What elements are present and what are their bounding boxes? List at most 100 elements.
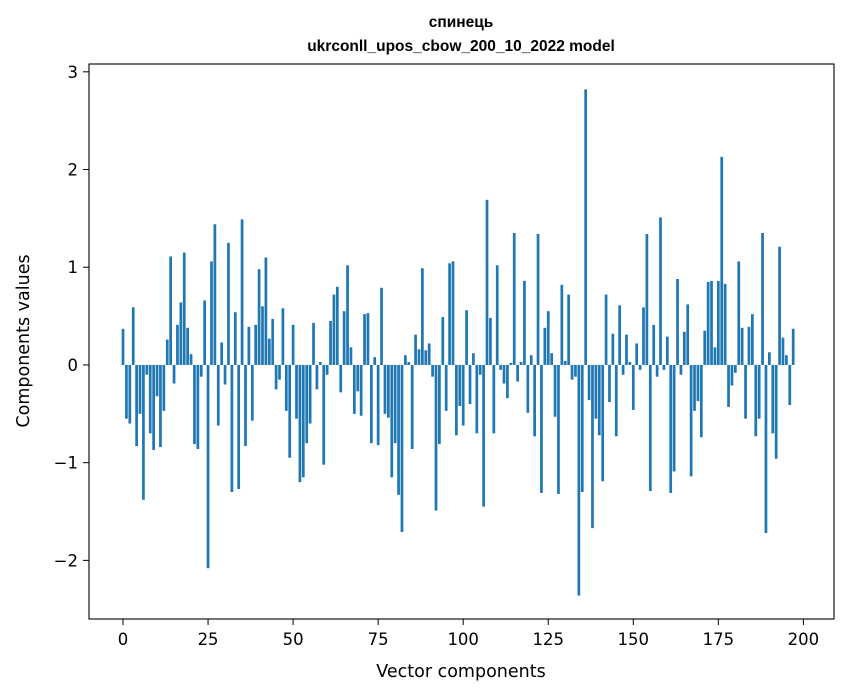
bar-63	[335, 286, 339, 365]
bar-33	[233, 312, 237, 365]
bar-103	[472, 353, 475, 365]
bar-9	[152, 364, 155, 450]
bar-5	[138, 364, 142, 414]
bar-3	[131, 307, 135, 365]
bar-18	[182, 252, 186, 365]
bar-51	[295, 364, 298, 419]
x-axis-ticks: 0 25 50 75 100 125 150 175 200	[118, 619, 819, 649]
bar-22	[196, 364, 200, 449]
bar-125	[546, 311, 550, 365]
bar-1	[125, 364, 128, 419]
bar-186	[754, 364, 758, 437]
bar-6	[142, 364, 145, 500]
y-tick-label: 2	[68, 161, 79, 180]
bar-24	[203, 300, 207, 365]
bar-55	[308, 364, 312, 424]
bar-53	[301, 364, 305, 478]
bar-145	[614, 364, 618, 437]
bar-98	[455, 364, 458, 436]
bar-34	[237, 364, 241, 490]
bar-130	[563, 361, 567, 365]
bar-70	[359, 364, 363, 416]
bar-80	[393, 364, 397, 444]
bar-72	[366, 313, 370, 365]
bar-7	[145, 364, 149, 375]
y-tick-label: 3	[68, 63, 79, 82]
bar-44	[271, 319, 275, 365]
bar-89	[424, 350, 428, 365]
bar-182	[740, 327, 744, 365]
bar-119	[526, 364, 530, 413]
bar-162	[672, 364, 676, 472]
bar-27	[213, 224, 217, 365]
bar-136	[584, 89, 588, 365]
bar-49	[288, 364, 292, 458]
bar-45	[274, 364, 278, 390]
bar-187	[757, 364, 761, 419]
bar-193	[778, 246, 781, 365]
y-axis-label: Components values	[14, 254, 34, 427]
bar-57	[315, 364, 319, 390]
bar-21	[193, 364, 196, 445]
bar-54	[305, 364, 309, 444]
bar-56	[312, 322, 315, 365]
bar-195	[785, 355, 788, 365]
bar-189	[764, 364, 768, 534]
bar-123	[540, 364, 543, 493]
bar-156	[652, 324, 656, 365]
bar-172	[706, 281, 710, 365]
x-tick-label: 0	[118, 630, 129, 649]
bar-28	[216, 364, 220, 426]
bar-111	[499, 364, 502, 370]
bar-112	[502, 364, 506, 384]
y-tick-label: 1	[68, 258, 79, 277]
bar-37	[247, 326, 251, 365]
bar-58	[318, 362, 322, 365]
bar-135	[580, 364, 584, 492]
bar-179	[730, 364, 734, 386]
bar-62	[332, 294, 336, 365]
bar-74	[373, 357, 377, 365]
bar-137	[587, 364, 591, 401]
bar-126	[550, 353, 554, 365]
bar-23	[199, 364, 203, 377]
bar-102	[468, 364, 472, 405]
x-axis-label: Vector components	[376, 662, 545, 682]
bar-92	[434, 364, 438, 511]
bar-170	[699, 364, 703, 438]
bar-194	[781, 337, 785, 365]
bar-166	[686, 304, 690, 365]
bar-196	[788, 364, 792, 406]
bar-46	[278, 364, 281, 380]
y-axis-ticks: −2 −1 0 1 2 3	[54, 63, 89, 570]
x-tick-label: 75	[368, 630, 389, 649]
bar-148	[625, 334, 628, 365]
bar-113	[506, 364, 509, 399]
bar-47	[281, 308, 285, 365]
bar-50	[291, 324, 295, 365]
bar-77	[383, 364, 387, 414]
bar-154	[645, 234, 649, 365]
bar-150	[631, 364, 635, 410]
bar-107	[485, 199, 489, 365]
bar-142	[604, 294, 608, 365]
bar-101	[465, 310, 468, 365]
bar-36	[244, 364, 247, 447]
bar-122	[536, 234, 540, 365]
bar-118	[523, 280, 526, 365]
bar-175	[716, 280, 720, 365]
bar-73	[369, 364, 373, 444]
bar-61	[329, 320, 332, 365]
bar-147	[621, 364, 625, 375]
bar-139	[594, 364, 598, 419]
bar-85	[410, 364, 414, 449]
bar-171	[703, 330, 707, 365]
bar-161	[669, 364, 673, 493]
bar-140	[597, 364, 601, 436]
bar-164	[679, 364, 683, 375]
bar-192	[774, 364, 778, 459]
bar-105	[478, 364, 482, 375]
bar-163	[676, 278, 679, 365]
bar-83	[404, 355, 407, 365]
